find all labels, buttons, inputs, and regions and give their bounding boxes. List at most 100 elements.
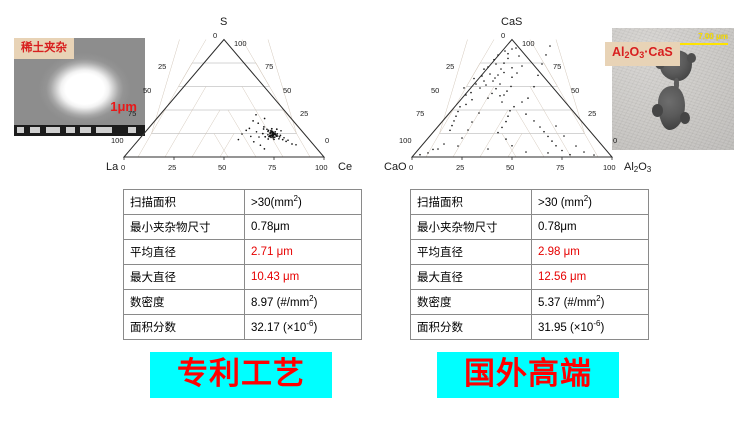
inclusion-bridge xyxy=(674,78,679,90)
ternary-left-grid-diag xyxy=(123,39,325,158)
svg-text:100: 100 xyxy=(399,136,412,145)
left-micrograph-scale-label: 1μm xyxy=(110,99,137,114)
table-row: 面积分数 31.95 (×10-6) xyxy=(410,314,649,340)
ternary-left-points xyxy=(237,113,297,150)
ternary-right-svg: 0 25 50 75 100 0 100 25 50 75 100 75 50 … xyxy=(399,31,617,172)
table-cell-key: 平均直径 xyxy=(410,239,532,265)
table-cell-key: 最大直径 xyxy=(123,264,245,290)
ternary-chart-left: 0 25 50 75 100 0 100 25 50 75 100 75 50 … xyxy=(106,16,360,176)
table-cell-value: 0.78μm xyxy=(244,214,362,240)
ternary-chart-right: 0 25 50 75 100 0 100 25 50 75 100 75 50 … xyxy=(384,16,652,176)
svg-text:50: 50 xyxy=(431,86,439,95)
ternary-left-grid xyxy=(151,62,297,134)
table-cell-value: 2.98 μm xyxy=(531,239,649,265)
svg-text:0: 0 xyxy=(325,136,329,145)
ternary-left-outline xyxy=(122,38,326,158)
right-micrograph-scale-label: 7.00 μm xyxy=(698,32,728,41)
ternary-right-grid-diag xyxy=(411,39,613,158)
ternary-right-corner-label: Ce xyxy=(338,161,353,173)
ternary-right-right-corner-label: Al2O3 xyxy=(624,161,652,174)
table-cell-key: 面积分数 xyxy=(410,314,532,340)
table-cell-key: 最小夹杂物尺寸 xyxy=(123,214,245,240)
svg-text:100: 100 xyxy=(234,39,247,48)
table-row: 最大直径 12.56 μm xyxy=(410,264,649,290)
ternary-left-corner-label: La xyxy=(106,161,119,173)
table-row: 数密度 8.97 (#/mm2) xyxy=(123,289,362,315)
table-cell-key: 扫描面积 xyxy=(410,189,532,215)
table-cell-key: 最小夹杂物尺寸 xyxy=(410,214,532,240)
ternary-left-svg: 0 25 50 75 100 0 100 25 50 75 100 75 50 … xyxy=(111,31,329,172)
svg-text:25: 25 xyxy=(588,109,596,118)
table-cell-value: 31.95 (×10-6) xyxy=(531,314,649,340)
table-row: 面积分数 32.17 (×10-6) xyxy=(123,314,362,340)
ternary-left-base-ticks xyxy=(123,157,325,160)
svg-text:75: 75 xyxy=(553,62,561,71)
svg-text:25: 25 xyxy=(456,163,464,172)
svg-text:50: 50 xyxy=(283,86,291,95)
table-cell-value: 32.17 (×10-6) xyxy=(244,314,362,340)
ternary-right-grid xyxy=(439,62,585,134)
table-cell-value: 0.78μm xyxy=(531,214,649,240)
svg-text:50: 50 xyxy=(506,163,514,172)
ternary-right-base-ticks xyxy=(411,157,613,160)
svg-text:100: 100 xyxy=(603,163,616,172)
svg-text:25: 25 xyxy=(446,62,454,71)
ternary-left-apex-label: S xyxy=(220,16,228,28)
svg-text:100: 100 xyxy=(111,136,124,145)
table-row: 最小夹杂物尺寸 0.78μm xyxy=(410,214,649,240)
table-cell-value: 5.37 (#/mm2) xyxy=(531,289,649,315)
ternary-right-points xyxy=(419,45,595,156)
table-cell-value: 10.43 μm xyxy=(244,264,362,290)
svg-text:75: 75 xyxy=(556,163,564,172)
svg-text:50: 50 xyxy=(571,86,579,95)
ternary-right-apex-label: CaS xyxy=(501,16,523,28)
table-cell-key: 数密度 xyxy=(410,289,532,315)
table-cell-key: 平均直径 xyxy=(123,239,245,265)
svg-text:50: 50 xyxy=(218,163,226,172)
inclusion-particle-lower xyxy=(652,86,690,130)
table-row: 最小夹杂物尺寸 0.78μm xyxy=(123,214,362,240)
right-micrograph-callout: Al2O3·CaS xyxy=(605,42,680,66)
right-banner: 国外高端 xyxy=(437,352,619,398)
ternary-right-outline xyxy=(410,38,614,158)
right-table-body: 扫描面积 >30 (mm2) 最小夹杂物尺寸 0.78μm 平均直径 2.98 μm 最大直… xyxy=(410,189,649,340)
ternary-right-left-corner-label: CaO xyxy=(384,161,407,173)
table-row: 扫描面积 >30(mm2) xyxy=(123,189,362,215)
table-cell-value: 8.97 (#/mm2) xyxy=(244,289,362,315)
table-cell-key: 数密度 xyxy=(123,289,245,315)
left-micrograph-callout: 稀土夹杂 xyxy=(14,38,74,59)
svg-text:75: 75 xyxy=(268,163,276,172)
svg-text:100: 100 xyxy=(315,163,328,172)
svg-text:75: 75 xyxy=(128,109,136,118)
table-row: 扫描面积 >30 (mm2) xyxy=(410,189,649,215)
table-cell-value: 2.71 μm xyxy=(244,239,362,265)
svg-text:75: 75 xyxy=(416,109,424,118)
right-measurement-table: 扫描面积 >30 (mm2) 最小夹杂物尺寸 0.78μm 平均直径 2.98 μm 最大直… xyxy=(410,189,649,340)
svg-text:25: 25 xyxy=(300,109,308,118)
scalebar-line xyxy=(678,43,728,45)
ternary-right-tick-labels: 0 25 50 75 100 0 100 25 50 75 100 75 50 … xyxy=(399,31,617,172)
svg-text:100: 100 xyxy=(522,39,535,48)
svg-text:0: 0 xyxy=(213,31,217,40)
svg-text:0: 0 xyxy=(409,163,413,172)
right-micrograph-scalebar: 7.00 μm xyxy=(678,32,728,45)
table-cell-key: 面积分数 xyxy=(123,314,245,340)
svg-text:25: 25 xyxy=(168,163,176,172)
left-measurement-table: 扫描面积 >30(mm2) 最小夹杂物尺寸 0.78μm 平均直径 2.71 μm 最大直径… xyxy=(123,189,362,340)
svg-text:50: 50 xyxy=(143,86,151,95)
table-cell-key: 扫描面积 xyxy=(123,189,245,215)
svg-text:75: 75 xyxy=(265,62,273,71)
svg-text:0: 0 xyxy=(501,31,505,40)
sem-info-bar xyxy=(14,125,145,136)
table-cell-value: >30(mm2) xyxy=(244,189,362,215)
left-banner: 专利工艺 xyxy=(150,352,332,398)
svg-text:0: 0 xyxy=(613,136,617,145)
table-row: 最大直径 10.43 μm xyxy=(123,264,362,290)
table-cell-value: 12.56 μm xyxy=(531,264,649,290)
svg-text:25: 25 xyxy=(158,62,166,71)
ternary-left-tick-labels: 0 25 50 75 100 0 100 25 50 75 100 75 50 … xyxy=(111,31,329,172)
left-table-body: 扫描面积 >30(mm2) 最小夹杂物尺寸 0.78μm 平均直径 2.71 μm 最大直径… xyxy=(123,189,362,340)
table-cell-value: >30 (mm2) xyxy=(531,189,649,215)
table-row: 平均直径 2.71 μm xyxy=(123,239,362,265)
table-row: 平均直径 2.98 μm xyxy=(410,239,649,265)
